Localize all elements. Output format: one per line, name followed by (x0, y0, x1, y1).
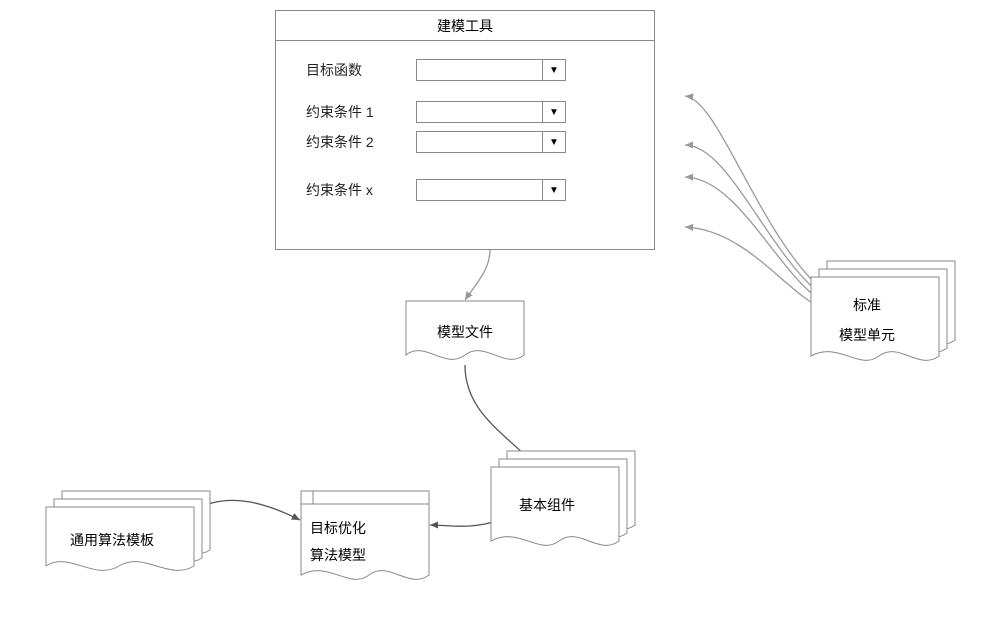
constraint-x-label: 约束条件 x (306, 180, 416, 200)
target-algo-l2: 算法模型 (310, 545, 430, 565)
std-model-unit-l2: 模型单元 (802, 325, 932, 345)
target-algo-l1: 目标优化 (310, 518, 430, 538)
modeling-tool-body: 目标函数 ▼ 约束条件 1 ▼ 约束条件 2 ▼ 约束条件 x (276, 41, 654, 227)
constraint-1-label: 约束条件 1 (306, 102, 416, 122)
algo-template-label: 通用算法模板 (37, 530, 187, 550)
std-model-unit-l1: 标准 (802, 295, 932, 315)
chevron-down-icon[interactable]: ▼ (543, 132, 565, 152)
constraint-2-select[interactable]: ▼ (416, 131, 566, 153)
constraint-x-select[interactable]: ▼ (416, 179, 566, 201)
constraint-2-label: 约束条件 2 (306, 132, 416, 152)
constraint-2-row: 约束条件 2 ▼ (306, 131, 624, 153)
constraint-x-row: 约束条件 x ▼ (306, 179, 624, 201)
connector-std-to-row1 (685, 96, 828, 295)
modeling-tool-title: 建模工具 (276, 11, 654, 41)
doc-stack-icon (810, 260, 960, 380)
chevron-down-icon[interactable]: ▼ (543, 60, 565, 80)
connector-tool-to-modelfile (465, 250, 490, 300)
constraint-1-input[interactable] (417, 102, 543, 122)
constraint-x-input[interactable] (417, 180, 543, 200)
objective-fn-row: 目标函数 ▼ (306, 59, 624, 81)
basic-components-label: 基本组件 (482, 495, 612, 515)
objective-fn-label: 目标函数 (306, 60, 416, 80)
connector-std-to-row3 (685, 177, 828, 305)
constraint-1-row: 约束条件 1 ▼ (306, 101, 624, 123)
constraint-1-select[interactable]: ▼ (416, 101, 566, 123)
objective-fn-select[interactable]: ▼ (416, 59, 566, 81)
modeling-tool-window: 建模工具 目标函数 ▼ 约束条件 1 ▼ 约束条件 2 ▼ (275, 10, 655, 250)
objective-fn-input[interactable] (417, 60, 543, 80)
basic-components-stack: 基本组件 (490, 450, 640, 570)
target-algo-model-doc: 目标优化 算法模型 (300, 490, 435, 605)
chevron-down-icon[interactable]: ▼ (543, 180, 565, 200)
connector-std-to-row2 (685, 145, 828, 300)
constraint-2-input[interactable] (417, 132, 543, 152)
algo-template-stack: 通用算法模板 (45, 490, 215, 595)
model-file-doc: 模型文件 (405, 300, 525, 375)
standard-model-unit-stack: 标准 模型单元 (810, 260, 960, 385)
chevron-down-icon[interactable]: ▼ (543, 102, 565, 122)
connector-modelfile-to-components (465, 365, 530, 460)
model-file-label: 模型文件 (405, 322, 525, 342)
